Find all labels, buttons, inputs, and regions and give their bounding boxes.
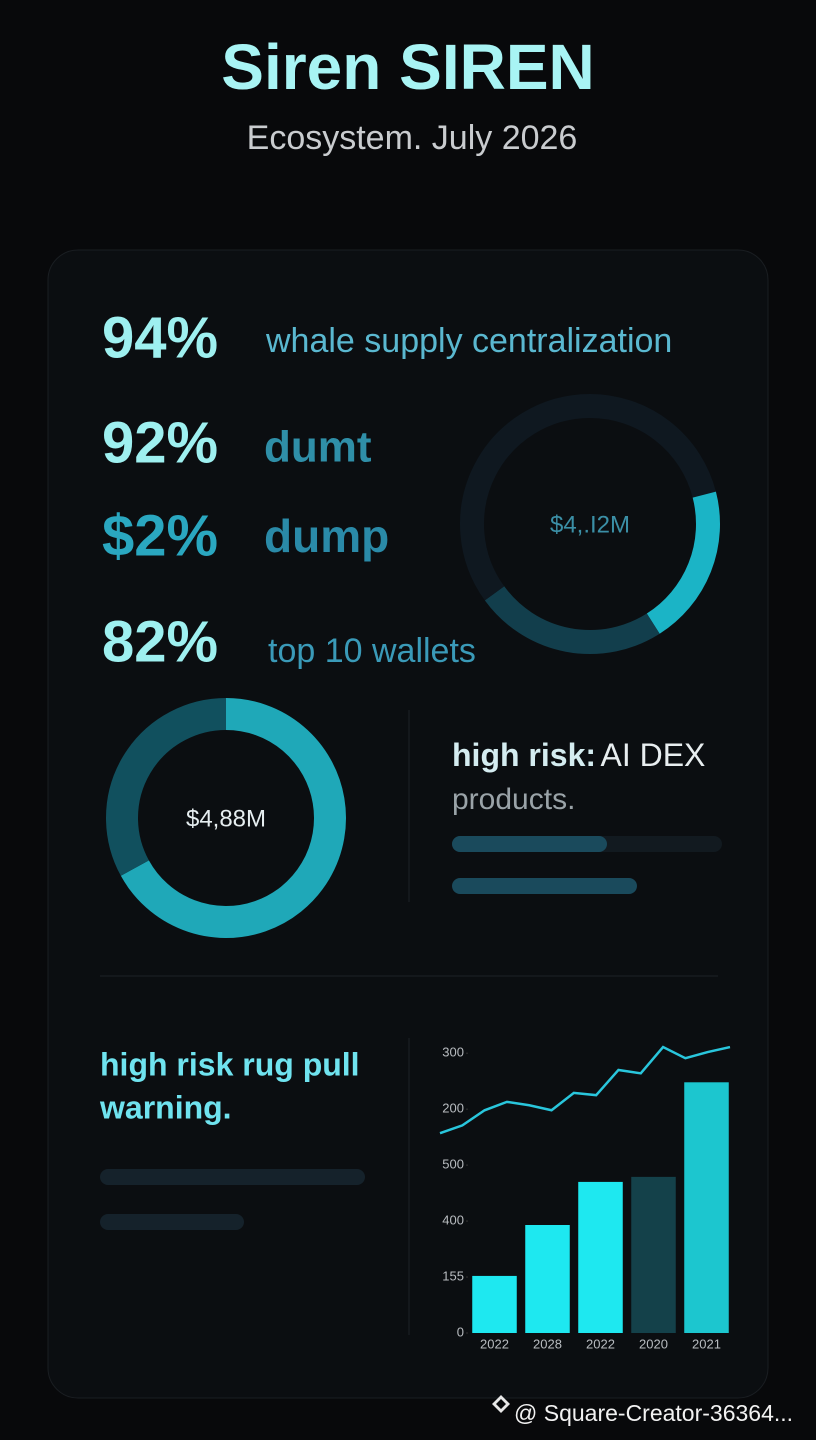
stat-value: 82% (102, 609, 218, 674)
stat-label: top 10 wallets (268, 632, 476, 670)
bar (472, 1275, 517, 1333)
x-tick-label: 2020 (639, 1336, 668, 1351)
stat-label: dump (264, 510, 389, 562)
donut-center-label: $4,88M (186, 805, 266, 832)
donut-segment (646, 491, 720, 634)
donut-segment (484, 586, 660, 654)
risk-subtitle: products. (452, 783, 575, 816)
x-tick-label: 2028 (533, 1336, 562, 1351)
placeholder-bar (100, 1214, 244, 1230)
stat-label: dumt (264, 423, 372, 472)
risk-rest: AI DEX (600, 737, 705, 773)
risk-bold: high risk: (452, 737, 596, 773)
stat-value: 92% (102, 410, 218, 475)
card (47, 249, 769, 1399)
stat-label: whale supply centralization (265, 322, 672, 360)
placeholder-bar (100, 1169, 365, 1185)
bar (525, 1224, 570, 1333)
progress-fill (452, 878, 637, 894)
subtitle: Ecosystem. July 2026 (247, 119, 578, 157)
warning: high risk rug pull (100, 1046, 360, 1082)
donut-segment (106, 698, 227, 876)
trend-line (439, 1045, 731, 1135)
y-tick-label: 300 (442, 1045, 464, 1060)
bar (631, 1176, 676, 1333)
y-tick-label: 200 (442, 1101, 464, 1116)
y-tick-label: 500 (442, 1157, 464, 1172)
donut-segment (120, 698, 346, 938)
bar (684, 1082, 729, 1333)
title: Siren SIREN (221, 31, 594, 103)
stat-value: $2% (102, 503, 218, 568)
y-tick-label: 155 (442, 1268, 464, 1283)
bar (578, 1181, 623, 1333)
risk-title: high risk: AI DEX (452, 737, 705, 773)
y-tick-label: 400 (442, 1213, 464, 1228)
y-tick-label: 0 (457, 1324, 464, 1339)
x-tick-label: 2022 (586, 1336, 615, 1351)
x-tick-label: 2022 (480, 1336, 509, 1351)
donut-center-label: $4,.I2M (550, 511, 630, 538)
x-tick-label: 2021 (692, 1336, 721, 1351)
logo-icon (492, 1395, 510, 1413)
progress-fill (452, 836, 607, 852)
warning: warning. (99, 1089, 232, 1125)
donut-segment (460, 394, 591, 601)
donut-segment (589, 394, 716, 498)
footer: @ Square-Creator-36364... (514, 1400, 793, 1426)
stat-value: 94% (102, 305, 218, 370)
